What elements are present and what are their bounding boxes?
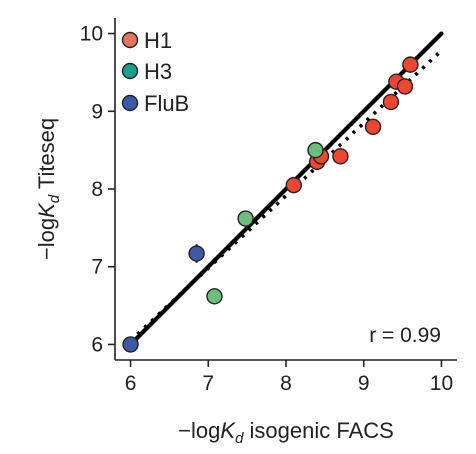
- y-axis-label: −logKd Titeseq: [34, 118, 63, 260]
- legend-label-flub: FluB: [144, 91, 189, 116]
- legend-marker-h1: [121, 31, 139, 49]
- legend-marker-flub: [121, 94, 139, 112]
- point-h3: [206, 288, 223, 305]
- x-tick-label: 7: [202, 372, 214, 395]
- y-tick-label: 6: [91, 333, 103, 356]
- correlation-annotation: r = 0.99: [369, 324, 441, 347]
- x-tick-label: 6: [125, 372, 137, 395]
- ticks: 6 7 8 9 10 6 7 8 9 10: [80, 23, 453, 395]
- y-tick-label: 7: [91, 256, 103, 279]
- y-tick-label: 9: [91, 100, 103, 123]
- point-h3: [237, 210, 254, 227]
- point-h1: [332, 148, 349, 165]
- point-h1: [402, 56, 419, 73]
- y-tick-label: 10: [80, 23, 103, 46]
- point-h1: [285, 176, 302, 194]
- legend-label-h1: H1: [144, 28, 172, 53]
- plot-area: [122, 31, 444, 353]
- point-h1: [364, 118, 382, 136]
- y-tick-label: 8: [91, 178, 103, 201]
- point-h1: [396, 78, 414, 95]
- x-tick-label: 8: [280, 372, 292, 395]
- legend-marker-h3: [121, 62, 139, 80]
- x-axis-label: −logKd isogenic FACS: [178, 418, 394, 447]
- legend: H1 H3 FluB: [121, 28, 189, 116]
- point-h3: [307, 141, 324, 159]
- point-flub: [122, 336, 139, 353]
- point-flub: [188, 245, 205, 262]
- x-tick-label: 9: [358, 372, 370, 395]
- point-h1: [382, 93, 400, 111]
- legend-label-h3: H3: [144, 59, 172, 84]
- x-tick-label: 10: [430, 372, 453, 395]
